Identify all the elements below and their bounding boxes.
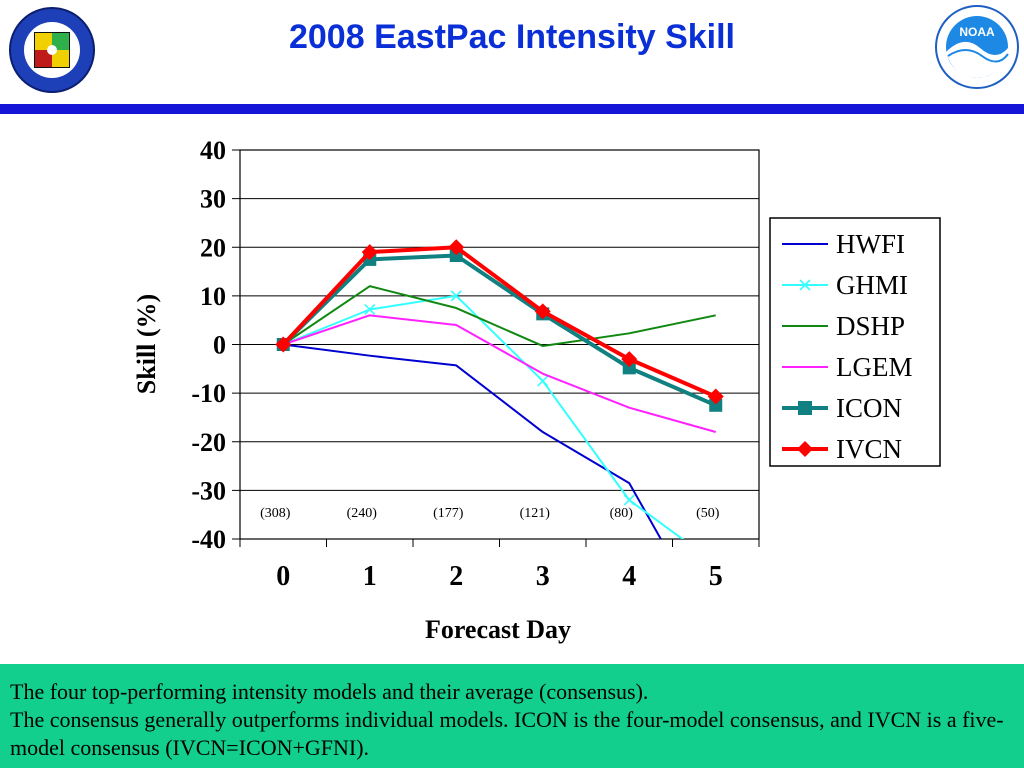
series-line-ivcn: [281, 245, 717, 399]
x-tick-label: 2: [449, 561, 463, 592]
legend-item-dshp: DSHP: [782, 311, 905, 341]
x-tick-label: 0: [276, 561, 290, 592]
series-line-dshp: [282, 285, 716, 347]
series-line-hwfi: [283, 343, 662, 539]
series-lgem: [282, 314, 717, 433]
sample-count-label: (240): [347, 506, 378, 521]
data-point: [622, 361, 636, 375]
navy-research-laboratory-seal: [9, 7, 95, 93]
x-axis-label: Forecast Day: [425, 615, 571, 644]
series-hwfi: [283, 343, 662, 539]
data-point: [450, 290, 462, 302]
legend-marker: [798, 401, 812, 415]
y-tick-label: 0: [213, 331, 226, 360]
data-point: [448, 239, 465, 256]
page-title: 2008 EastPac Intensity Skill: [288, 18, 736, 56]
sample-count-label: (308): [260, 506, 291, 521]
y-tick-label: 30: [200, 185, 226, 214]
y-tick-label: -20: [191, 428, 226, 457]
y-tick-labels: 40 30 20 10 0 -10 -20 -30 -40: [191, 136, 226, 554]
legend-label: HWFI: [836, 229, 905, 259]
legend-item-hwfi: HWFI: [782, 229, 905, 259]
data-point: [364, 303, 376, 316]
data-point: [534, 303, 551, 320]
y-tick-label: -30: [191, 476, 226, 505]
x-tick-label: 5: [709, 561, 723, 592]
legend-label: LGEM: [836, 352, 913, 382]
data-point: [621, 351, 638, 368]
legend-label: DSHP: [836, 311, 905, 341]
legend-label: ICON: [836, 393, 902, 423]
series-ivcn: [275, 239, 724, 405]
axes: [232, 149, 760, 547]
series-ghmi: [277, 290, 685, 539]
x-tick-label: 3: [536, 561, 550, 592]
x-tick-label: 1: [363, 561, 377, 592]
x-tick-label: 4: [622, 561, 636, 592]
legend-item-ivcn: IVCN: [782, 434, 902, 464]
series-line-ghmi: [282, 294, 685, 539]
data-point: [709, 398, 723, 412]
legend-marker: [797, 441, 813, 457]
plot-area: [275, 239, 724, 539]
data-point: [275, 336, 292, 353]
sample-count-label: (80): [610, 506, 634, 521]
legend-marker: [799, 279, 811, 291]
y-tick-label: 20: [200, 233, 226, 262]
caption-line-1: The four top-performing intensity models…: [10, 679, 649, 704]
data-point: [707, 388, 724, 405]
chart-legend: HWFI GHMI DSHP LGEM ICON IVCN: [769, 217, 941, 467]
sample-count-label: (177): [433, 506, 464, 521]
data-point: [537, 375, 549, 387]
legend-item-lgem: LGEM: [782, 352, 913, 382]
title-underline: [0, 104, 1024, 114]
series-icon: [276, 249, 723, 412]
legend-label: IVCN: [836, 434, 902, 464]
data-point: [361, 244, 378, 261]
y-tick-label: 40: [200, 136, 226, 165]
series-line-lgem: [282, 314, 717, 433]
data-point: [623, 494, 635, 506]
legend-box: [769, 217, 941, 467]
sample-count-labels: (308) (240) (177) (121) (80) (50): [260, 506, 720, 521]
noaa-logo: NOAA: [935, 5, 1019, 89]
y-axis-label: Skill (%): [132, 294, 161, 394]
y-tick-label: -40: [191, 525, 226, 554]
data-point: [449, 249, 463, 263]
series-dshp: [282, 285, 716, 347]
series-line-icon: [281, 253, 717, 408]
caption-box: The four top-performing intensity models…: [0, 664, 1024, 768]
caption-line-2: The consensus generally outperforms indi…: [10, 707, 1004, 760]
svg-text:NOAA: NOAA: [959, 25, 995, 39]
gridlines: [240, 149, 759, 540]
sample-count-label: (50): [696, 506, 720, 521]
y-tick-label: 10: [200, 282, 226, 311]
x-tick-labels: 0 1 2 3 4 5: [276, 561, 723, 592]
sample-count-label: (121): [520, 506, 551, 521]
y-tick-label: -10: [191, 379, 226, 408]
legend-item-ghmi: GHMI: [782, 270, 908, 300]
legend-item-icon: ICON: [782, 393, 902, 423]
legend-label: GHMI: [836, 270, 908, 300]
